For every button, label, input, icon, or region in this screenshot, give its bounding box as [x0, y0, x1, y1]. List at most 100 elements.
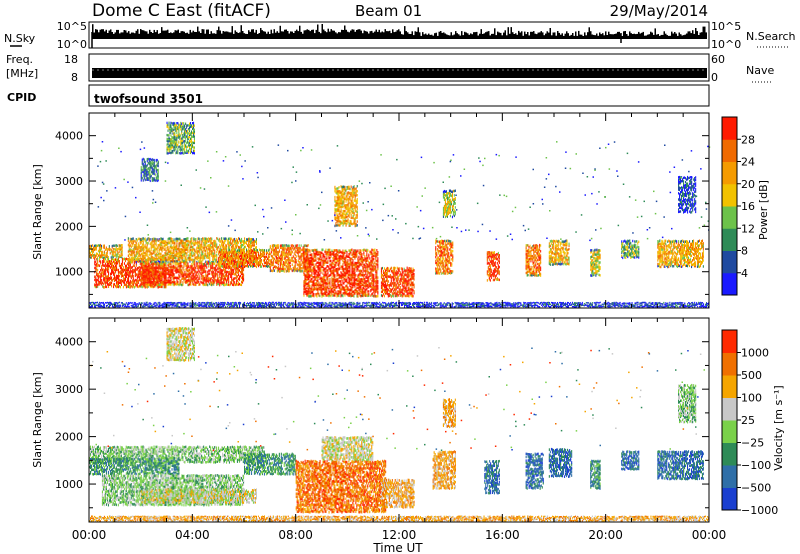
nsky-bar	[382, 32, 384, 40]
nsky-bar	[487, 32, 489, 40]
nsky-bar	[199, 31, 201, 39]
velocity-scatter-point	[96, 444, 98, 446]
velocity-scatter-point	[131, 406, 133, 408]
velocity-scatter-point	[657, 370, 659, 372]
nsky-bar	[211, 31, 213, 39]
power-scatter-point	[598, 191, 600, 193]
nsky-bar	[223, 31, 225, 39]
velocity-colorbar-label: Velocity [m s⁻¹]	[772, 385, 785, 470]
power-scatter-point	[105, 160, 107, 162]
velocity-scatter-point	[694, 406, 696, 408]
power-scatter-point	[436, 238, 438, 240]
power-scatter-point	[97, 165, 99, 167]
power-scatter-point	[591, 238, 593, 240]
freq-trace	[92, 68, 707, 78]
velocity-scatter-point	[495, 446, 497, 448]
nsky-bar	[278, 33, 280, 39]
power-scatter-point	[460, 175, 462, 177]
power-colorbar-tick-label: 16	[741, 200, 755, 213]
nsky-bar	[115, 32, 117, 39]
velocity-scatter-point	[683, 428, 685, 430]
nsky-bar	[701, 32, 703, 39]
velocity-scatter-point	[153, 393, 155, 395]
velocity-scatter-point	[368, 418, 370, 420]
velocity-scatter-point	[142, 419, 144, 421]
power-scatter-point	[681, 177, 683, 179]
power-scatter-point	[267, 227, 269, 229]
velocity-scatter-point	[162, 365, 164, 367]
power-scatter-point	[302, 147, 304, 149]
velocity-scatter-point	[258, 403, 260, 405]
time-tick-label: 20:00	[588, 528, 623, 542]
velocity-scatter-point	[251, 374, 253, 376]
nsky-bar	[260, 28, 262, 39]
power-scatter-point	[504, 195, 506, 197]
velocity-scatter-point	[608, 348, 610, 350]
nsky-bar	[619, 32, 621, 39]
nsky-bar	[176, 31, 178, 40]
power-blob	[141, 158, 159, 182]
nsky-bar	[277, 31, 279, 39]
nsky-bar	[542, 32, 544, 39]
nsky-bar	[608, 32, 610, 39]
velocity-scatter-point	[327, 364, 329, 366]
power-scatter-point	[510, 234, 512, 236]
velocity-scatter-point	[242, 353, 244, 355]
power-blob	[435, 239, 453, 275]
velocity-colorbar-swatch	[722, 398, 737, 421]
power-scatter-point	[412, 238, 414, 240]
velocity-scatter-point	[511, 447, 512, 449]
power-scatter-point	[565, 151, 567, 153]
nsky-bar	[416, 32, 418, 39]
velocity-scatter-point	[190, 391, 192, 393]
power-scatter-point	[165, 162, 167, 164]
velocity-scatter-point	[628, 372, 630, 374]
power-scatter-point	[664, 145, 666, 147]
nsky-bar	[242, 31, 244, 39]
velocity-scatter-point	[551, 396, 553, 398]
nsky-bar	[610, 34, 612, 39]
velocity-scatter-point	[163, 426, 165, 428]
power-scatter-point	[329, 167, 331, 169]
power-scatter-point	[144, 147, 146, 149]
velocity-scatter-point	[172, 435, 174, 437]
velocity-scatter-point	[687, 350, 689, 352]
power-colorbar-swatch	[722, 117, 737, 140]
nsky-bar	[647, 35, 649, 39]
power-scatter-point	[691, 150, 693, 152]
velocity-scatter-point	[576, 380, 578, 382]
velocity-scatter-point	[276, 369, 278, 371]
power-scatter-point	[383, 204, 385, 206]
nsky-bar	[142, 30, 144, 39]
nsky-bar	[439, 32, 441, 39]
velocity-scatter-point	[696, 433, 698, 435]
power-scatter-point	[591, 193, 593, 195]
nsky-bar	[245, 34, 247, 39]
power-scatter-point	[337, 145, 339, 147]
nsky-bar	[214, 33, 216, 39]
velocity-scatter-point	[311, 352, 313, 354]
power-scatter-point	[278, 144, 280, 146]
power-blob	[549, 239, 570, 265]
nsky-bar	[352, 29, 354, 39]
nsky-bar	[295, 31, 297, 39]
nsky-bar	[398, 29, 400, 39]
power-scatter-point	[453, 154, 455, 156]
power-scatter-point	[240, 154, 242, 156]
power-scatter-point	[443, 182, 445, 184]
power-scatter-point	[653, 191, 655, 193]
nsky-bar	[527, 32, 529, 39]
nsky-bar	[344, 26, 346, 40]
power-scatter-point	[295, 180, 297, 182]
velocity-scatter-point	[154, 367, 156, 369]
nsky-bar	[148, 34, 150, 39]
velocity-scatter-point	[314, 401, 316, 403]
nsky-bar	[164, 31, 166, 39]
power-scatter-point	[397, 232, 399, 234]
velocity-scatter-point	[213, 450, 215, 452]
nsky-bar	[631, 33, 633, 39]
nsky-bar	[101, 29, 103, 39]
velocity-scatter-point	[593, 387, 595, 389]
power-scatter-point	[477, 203, 479, 205]
velocity-scatter-point	[122, 361, 124, 363]
